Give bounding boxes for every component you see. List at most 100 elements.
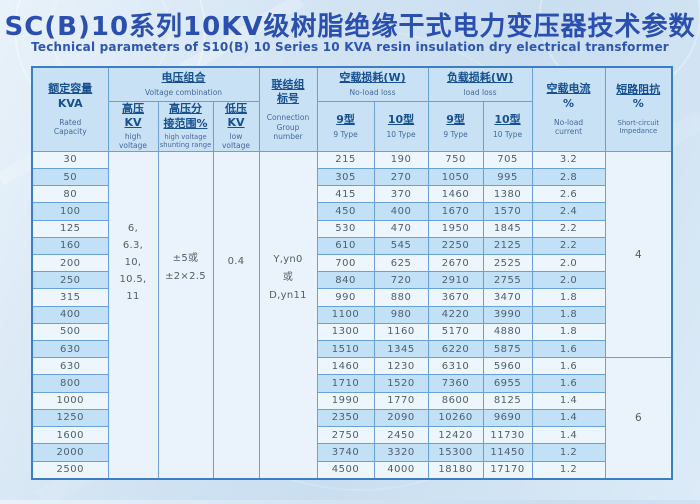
header-lv-cn: 低压 KV [225, 101, 247, 129]
table-row: 1600 2750 2450 12420 11730 1.4 [31, 426, 672, 445]
noload-current-value: 1.2 [531, 443, 606, 462]
load-loss-10type-value: 3990 [482, 305, 533, 324]
noload-loss-9type-value: 1100 [316, 305, 375, 324]
load-loss-9type-value: 6220 [427, 340, 484, 359]
connection-merged-cell: Y,yn0 或 D,yn11 [258, 150, 318, 480]
col-header-load-type10: 10型 10 Type [482, 100, 533, 152]
merged-line: 或 [282, 271, 294, 283]
low-voltage-merged-cell: 0.4 [212, 150, 260, 480]
load-loss-9type-value: 1950 [427, 219, 484, 238]
merged-line: ±2×2.5 [165, 270, 206, 282]
table-row: 315 990 880 3670 3470 1.8 [31, 288, 672, 307]
header-noload-current-cn: 空载电流 [546, 82, 591, 96]
header-voltage-group-en: Voltage combination [144, 87, 223, 97]
load-loss-9type-value: 10260 [427, 408, 484, 428]
noload-loss-9type-value: 4500 [316, 460, 375, 480]
noload-current-value: 1.2 [531, 460, 606, 480]
merged-line: 6, [127, 222, 139, 234]
noload-loss-10type-value: 370 [373, 185, 429, 204]
header-lv-en: low voltage [221, 132, 251, 151]
noload-current-value: 1.6 [531, 340, 606, 359]
load-loss-9type-value: 8600 [427, 391, 484, 410]
noload-current-value: 1.8 [531, 288, 606, 307]
noload-loss-9type-value: 840 [316, 271, 375, 290]
noload-loss-10type-value: 545 [373, 236, 429, 256]
load-loss-10type-value: 2755 [482, 271, 533, 290]
load-loss-10type-value: 1380 [482, 185, 533, 204]
noload-loss-9type-value: 1460 [316, 357, 375, 376]
capacity-value: 125 [31, 219, 109, 238]
capacity-value: 100 [31, 202, 109, 221]
page-subtitle: Technical parameters of S10(B) 10 Series… [31, 40, 669, 54]
load-loss-9type-value: 2250 [427, 236, 484, 256]
noload-current-value: 1.6 [531, 374, 606, 393]
noload-loss-10type-value: 2090 [373, 408, 429, 428]
noload-current-value: 2.8 [531, 168, 606, 187]
noload-loss-9type-value: 450 [316, 202, 375, 221]
noload-current-value: 1.4 [531, 426, 606, 445]
table-row: 80 415 370 1460 1380 2.6 [31, 185, 672, 204]
merged-line: 6.3, [122, 239, 144, 251]
table-row: 50 305 270 1050 995 2.8 [31, 168, 672, 187]
capacity-value: 80 [31, 185, 109, 204]
merged-line: 10, [124, 256, 142, 268]
capacity-value: 2000 [31, 443, 109, 462]
capacity-value: 1600 [31, 426, 109, 445]
table-row: 30 6, 6.3, 10, 10.5, 11 ±5或 ±2×2.5 0.4 Y,yn0 或 D,yn… [31, 150, 673, 480]
noload-loss-9type-value: 415 [316, 185, 375, 204]
load-loss-10type-value: 5875 [482, 340, 533, 359]
load-loss-9type-value: 1460 [427, 185, 484, 204]
load-loss-10type-value: 1845 [482, 219, 533, 238]
noload-current-value: 3.2 [531, 150, 606, 170]
header-type9-en: 9 Type [443, 129, 468, 139]
noload-current-value: 2.2 [531, 219, 606, 238]
table-row: 500 1300 1160 5170 4880 1.8 [31, 322, 672, 342]
noload-loss-9type-value: 990 [316, 288, 375, 307]
capacity-value: 315 [31, 288, 109, 307]
load-loss-9type-value: 3670 [427, 288, 484, 307]
load-loss-9type-value: 4220 [427, 305, 484, 324]
noload-loss-9type-value: 3740 [316, 443, 375, 462]
table-row: 1250 2350 2090 10260 9690 1.4 [31, 408, 672, 428]
header-type9-cn: 9型 [336, 113, 355, 127]
noload-loss-9type-value: 215 [316, 150, 375, 170]
merged-line: 10.5, [119, 273, 147, 285]
header-hv-en: high voltage [118, 132, 148, 151]
header-voltage-group-cn: 电压组合 [161, 71, 206, 85]
noload-loss-9type-value: 2350 [316, 408, 375, 428]
noload-loss-9type-value: 1510 [316, 340, 375, 359]
high-voltage-merged-cell: 6, 6.3, 10, 10.5, 11 [107, 150, 159, 480]
merged-line: Y,yn0 [273, 253, 303, 265]
load-loss-9type-value: 2670 [427, 254, 484, 273]
noload-loss-10type-value: 2450 [373, 426, 429, 445]
load-loss-10type-value: 2525 [482, 254, 533, 273]
capacity-value: 2500 [31, 460, 109, 480]
header-type9-cn: 9型 [446, 113, 465, 127]
noload-current-value: 1.6 [531, 357, 606, 376]
col-header-noload-type10: 10型 10 Type [373, 100, 429, 152]
load-loss-9type-value: 7360 [427, 374, 484, 393]
merged-line: ±5或 [172, 252, 199, 264]
header-connection-en: Connection Group number [266, 113, 310, 141]
header-noload-current-unit: % [563, 96, 575, 110]
noload-loss-10type-value: 4000 [373, 460, 429, 480]
table-row: 630 1460 1230 6310 5960 1.6 6 [31, 357, 673, 480]
capacity-value: 160 [31, 236, 109, 256]
noload-loss-10type-value: 880 [373, 288, 429, 307]
header-connection-cn: 联结组 标号 [271, 77, 305, 105]
noload-loss-9type-value: 1990 [316, 391, 375, 410]
noload-loss-9type-value: 1710 [316, 374, 375, 393]
load-loss-10type-value: 5960 [482, 357, 533, 376]
parameters-table: 额定容量 KVA Rated Capacity 电压组合 Voltage com… [31, 66, 674, 480]
merged-line: 11 [126, 290, 140, 302]
capacity-value: 250 [31, 271, 109, 290]
table-row: 2500 4500 4000 18180 17170 1.2 [31, 460, 672, 480]
noload-loss-10type-value: 1160 [373, 322, 429, 342]
load-loss-9type-value: 2910 [427, 271, 484, 290]
col-header-impedance: 短路阻抗 % Short-circuit Impedance [604, 66, 673, 152]
noload-loss-10type-value: 400 [373, 202, 429, 221]
noload-loss-10type-value: 720 [373, 271, 429, 290]
noload-loss-9type-value: 305 [316, 168, 375, 187]
noload-current-value: 2.4 [531, 202, 606, 221]
